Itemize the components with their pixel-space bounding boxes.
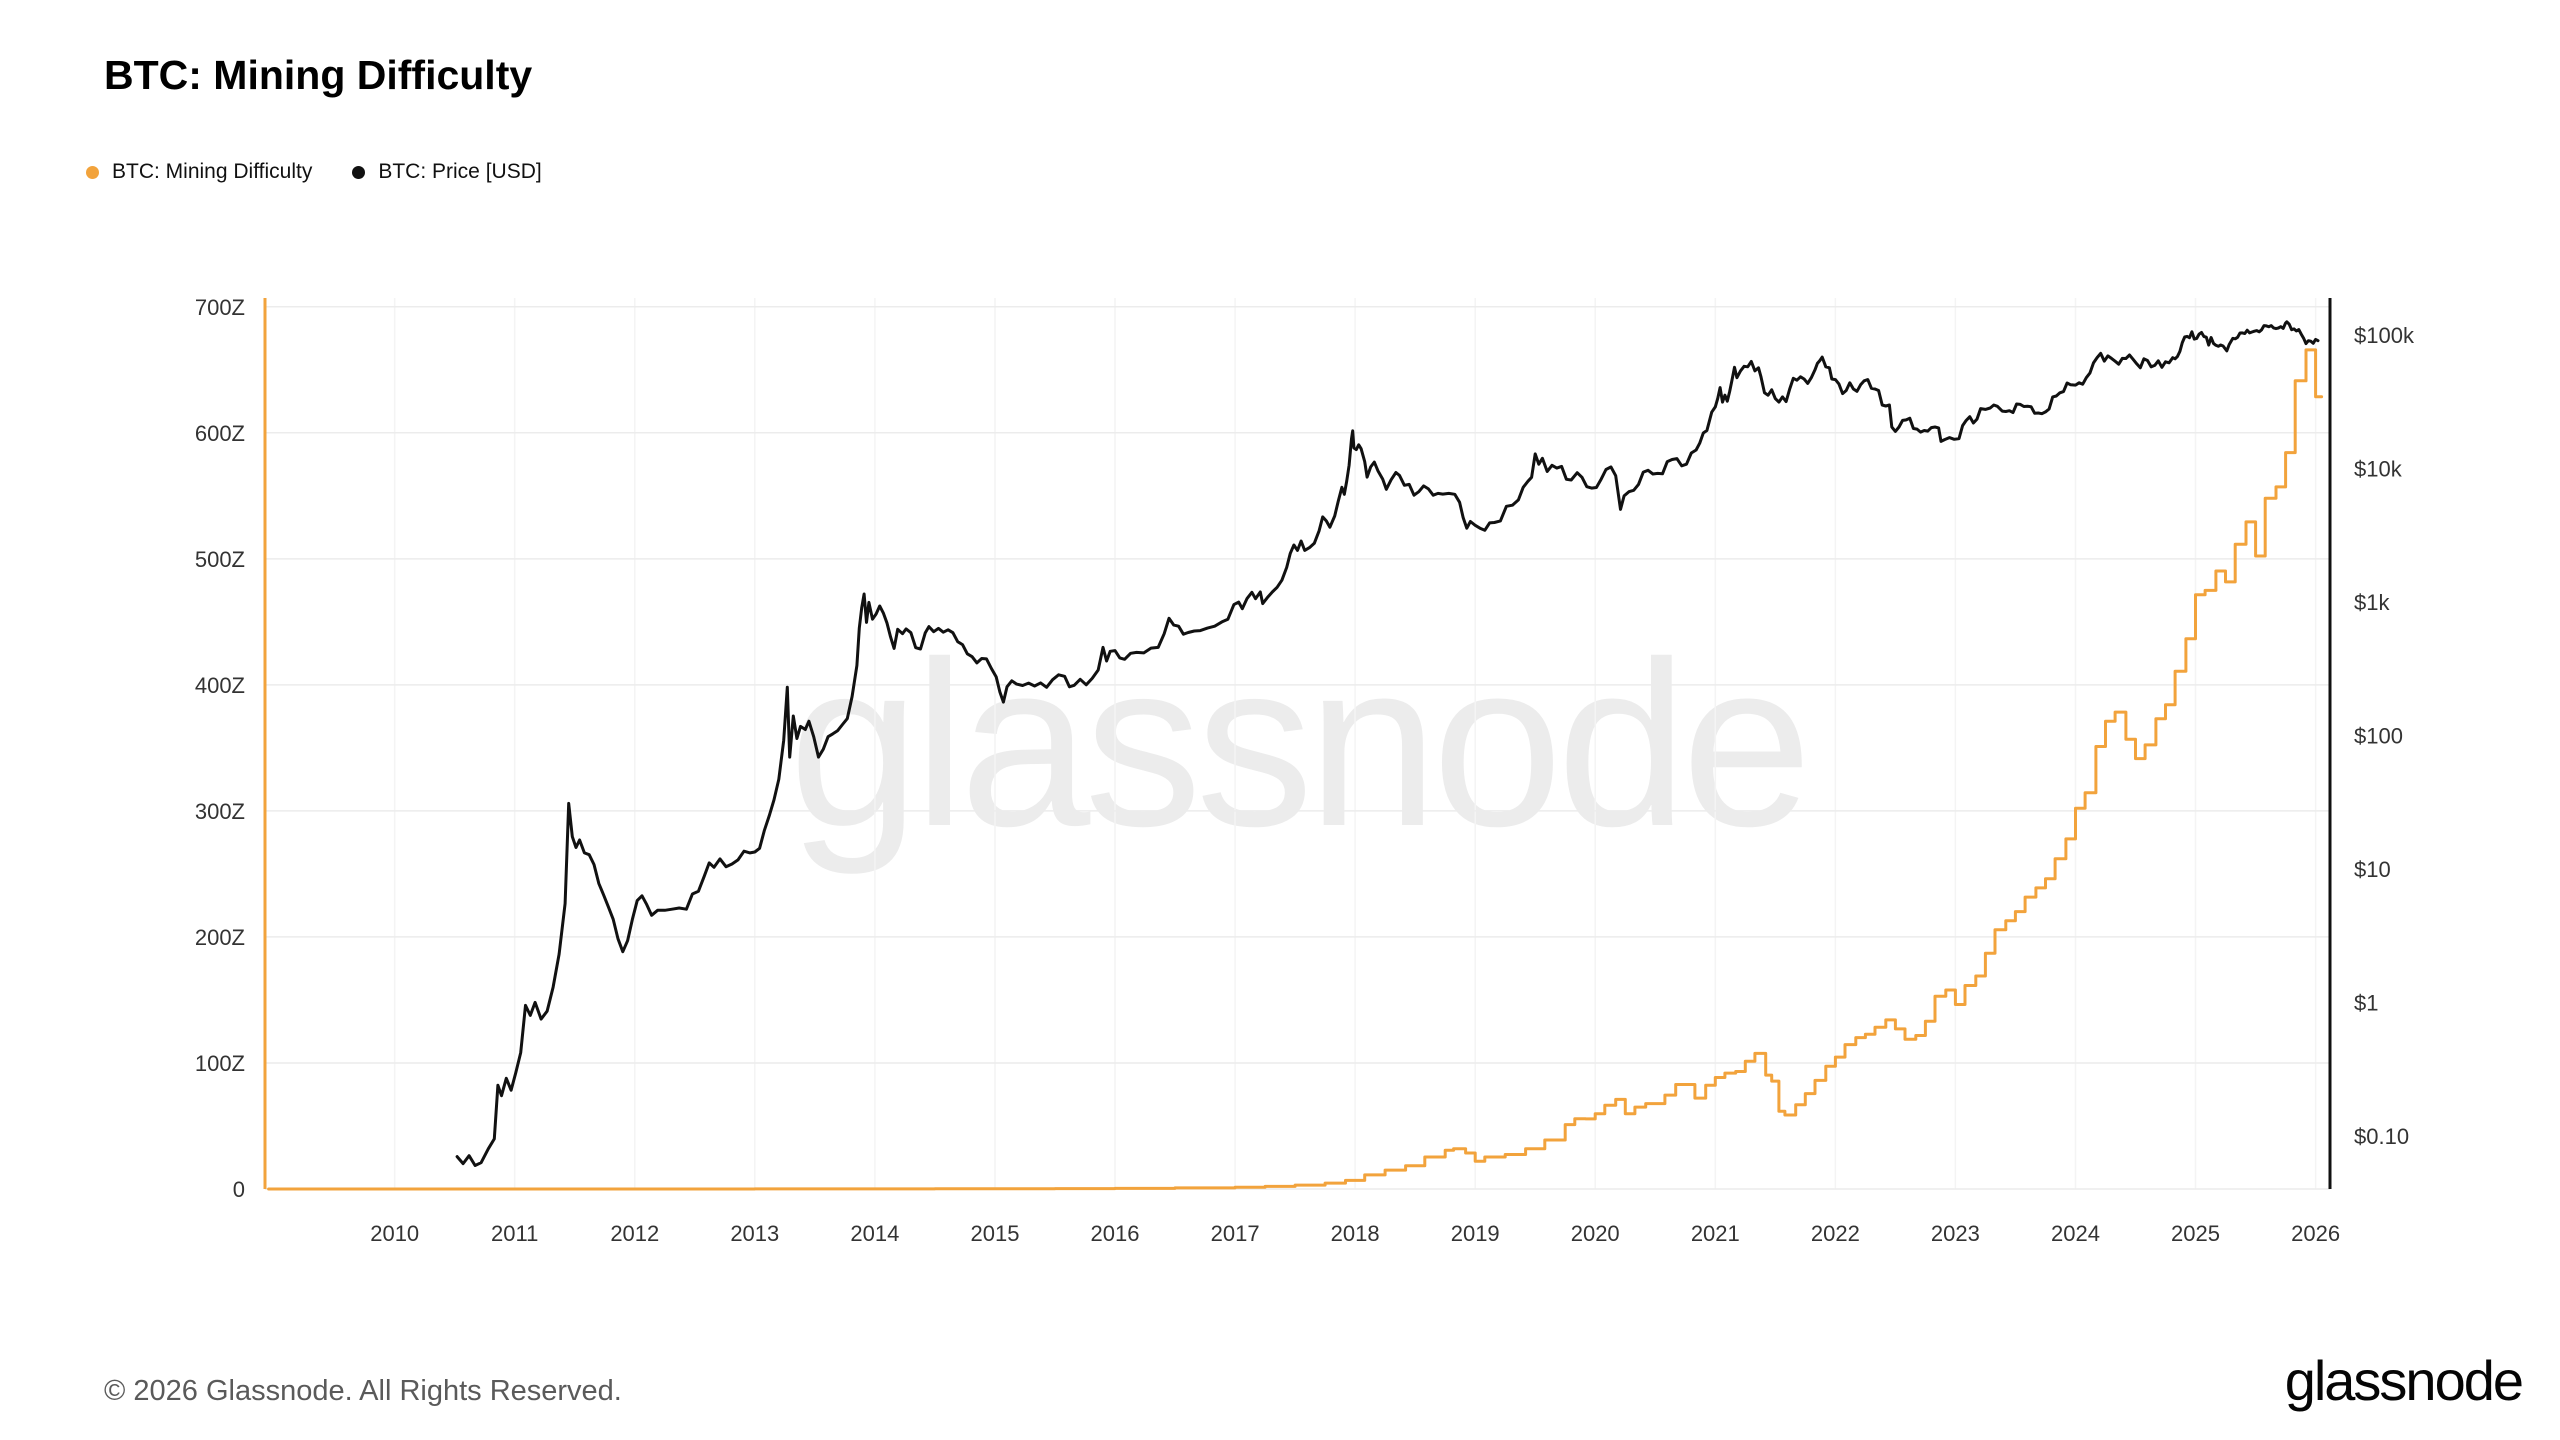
legend-item-price[interactable]: BTC: Price [USD] <box>352 160 542 184</box>
left-axis-label: 500Z <box>195 547 245 572</box>
price-line <box>455 320 2320 1167</box>
left-axis-label: 100Z <box>195 1051 245 1076</box>
left-axis-label: 600Z <box>195 421 245 446</box>
left-axis-label: 200Z <box>195 925 245 950</box>
legend-dot-price <box>352 165 366 179</box>
glassnode-logo: glassnode <box>2284 1349 2524 1412</box>
legend-dot-mining-difficulty <box>86 165 99 179</box>
x-axis-label: 2010 <box>370 1221 419 1246</box>
legend: BTC: Mining Difficulty BTC: Price [USD] <box>86 160 542 184</box>
x-axis-label: 2021 <box>1691 1221 1740 1246</box>
x-axis-label: 2024 <box>2051 1221 2100 1246</box>
copyright-text: © 2026 Glassnode. All Rights Reserved. <box>104 1375 622 1407</box>
legend-label-price: BTC: Price [USD] <box>378 160 542 183</box>
left-axis-label: 300Z <box>195 799 245 824</box>
x-axis-label: 2019 <box>1451 1221 1500 1246</box>
left-axis-label: 400Z <box>195 673 245 698</box>
footer: © 2026 Glassnode. All Rights Reserved. g… <box>104 1348 2524 1413</box>
right-axis-label: $0.10 <box>2354 1124 2409 1149</box>
x-axis-label: 2011 <box>491 1221 538 1246</box>
right-axis-label: $1k <box>2354 590 2390 615</box>
x-axis-label: 2013 <box>730 1221 779 1246</box>
x-axis-label: 2022 <box>1811 1221 1860 1246</box>
right-axis-label: $100 <box>2354 724 2403 749</box>
x-axis-label: 2023 <box>1931 1221 1980 1246</box>
x-axis-label: 2015 <box>971 1221 1020 1246</box>
x-axis-label: 2026 <box>2291 1221 2340 1246</box>
left-axis-label: 700Z <box>195 295 245 320</box>
x-axis-label: 2017 <box>1211 1221 1260 1246</box>
right-axis-label: $10 <box>2354 857 2391 882</box>
right-axis-label: $10k <box>2354 457 2403 482</box>
x-axis-label: 2020 <box>1571 1221 1620 1246</box>
plot-area[interactable] <box>265 298 2330 1189</box>
right-axis-label: $100k <box>2354 323 2415 348</box>
legend-label-mining-difficulty: BTC: Mining Difficulty <box>112 160 313 183</box>
page-title: BTC: Mining Difficulty <box>104 52 533 98</box>
x-axis-label: 2016 <box>1091 1221 1140 1246</box>
x-axis-label: 2012 <box>610 1221 659 1246</box>
legend-item-mining-difficulty[interactable]: BTC: Mining Difficulty <box>86 160 312 184</box>
right-axis-label: $1 <box>2354 990 2378 1015</box>
x-axis-label: 2018 <box>1331 1221 1380 1246</box>
left-axis-label: 0 <box>233 1177 245 1202</box>
x-axis-label: 2014 <box>850 1221 899 1246</box>
difficulty-line <box>267 348 2324 1191</box>
x-axis-label: 2025 <box>2171 1221 2220 1246</box>
